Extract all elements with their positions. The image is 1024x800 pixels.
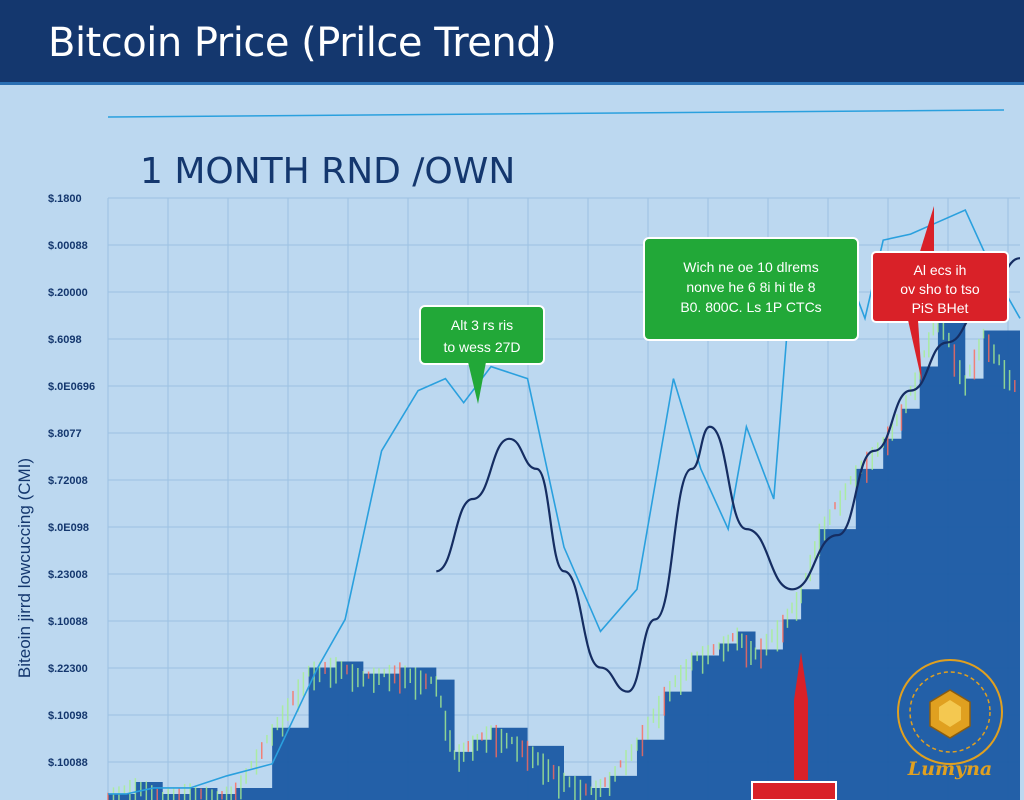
y-tick-label: $.72008 (48, 475, 88, 487)
callout-small: Alt 3 rs ris to wess 27D (419, 305, 545, 404)
callout-mid-box (643, 237, 859, 341)
red-up-arrow-shaft (794, 652, 808, 780)
callout-red-line-2: ov sho to tso (900, 281, 980, 297)
y-tick-label: $.8077 (48, 428, 82, 440)
y-tick-label: $.00088 (48, 240, 88, 252)
callout-red: Al ecs ih ov sho to tso PiS BHet (871, 206, 1009, 382)
y-tick-label: $.0E098 (48, 522, 89, 534)
logo-ring-inner (909, 671, 991, 753)
callout-small-line-1: Alt 3 rs ris (451, 317, 513, 333)
y-tick-label: $.0E0696 (48, 381, 95, 393)
callout-small-pointer (468, 362, 486, 404)
y-tick-label: $.10088 (48, 616, 88, 628)
callout-mid-line-2: nonve he 6 8i hi tle 8 (686, 279, 815, 295)
red-up-arrow-base (751, 781, 837, 800)
chart-title: Bitcoin Price (Prilce Trend) (48, 20, 557, 66)
y-tick-label: $.1800 (48, 193, 82, 205)
callout-mid-line-3: B0. 800C. Ls 1P CTCs (680, 299, 821, 315)
y-axis-ticks: $.1800 $.00088 $.20000 $.6098 $.0E0696 $.8077… (48, 193, 95, 769)
series-line-trend (435, 257, 1021, 693)
callout-small-line-2: to wess 27D (443, 339, 520, 355)
callout-mid: Wich ne oe 10 dlrems nonve he 6 8i hi tl… (643, 237, 859, 341)
chart-subtitle: 1 MONTH RND /OWN (140, 151, 515, 192)
series (107, 208, 1021, 800)
callout-red-pointer (908, 320, 922, 382)
y-tick-label: $.6098 (48, 334, 82, 346)
series-area-price (108, 306, 1020, 800)
y-tick-label: $.20000 (48, 287, 88, 299)
y-tick-label: $.22300 (48, 663, 88, 675)
logo-ring-outer (897, 659, 1003, 765)
logo-hexagon-core (939, 700, 961, 727)
red-up-arrow (751, 652, 837, 800)
y-tick-label: $.10098 (48, 710, 88, 722)
callout-small-box (419, 305, 545, 365)
callout-mid-line-1: Wich ne oe 10 dlrems (683, 259, 818, 275)
logo-text: Lumyna (907, 758, 992, 780)
brand-logo: Lumyna (897, 659, 1003, 780)
chart-header: Bitcoin Price (Prilce Trend) (0, 0, 1024, 85)
y-tick-label: $.23008 (48, 569, 88, 581)
y-tick-label: $.10088 (48, 757, 88, 769)
y-axis-label: Biteoin jirrd lowcuccing (CMI) (15, 458, 34, 678)
callout-red-box (871, 251, 1009, 323)
callout-red-line-3: PiS BHet (912, 300, 969, 316)
top-reference-line (107, 109, 1005, 118)
callout-red-line-1: Al ecs ih (914, 262, 967, 278)
callout-red-arrow-up (918, 206, 934, 258)
